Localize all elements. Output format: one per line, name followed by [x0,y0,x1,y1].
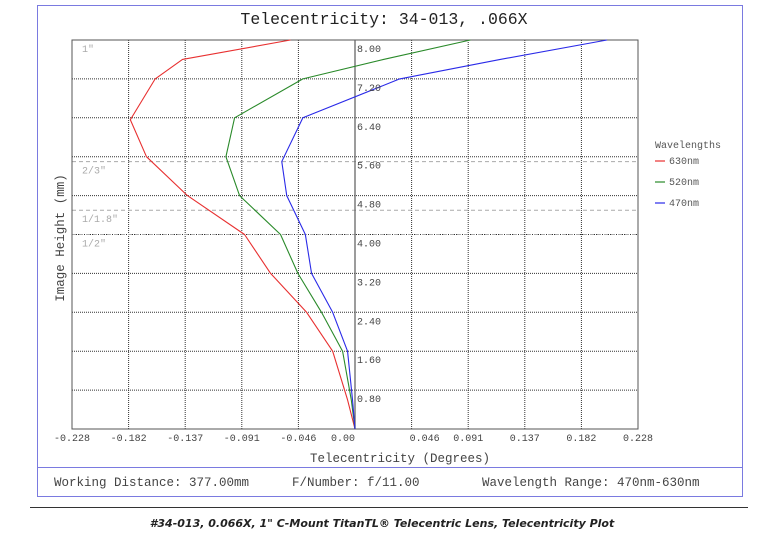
x-tick-label: 0.137 [510,434,540,445]
y-tick-label: 7.20 [357,84,381,95]
legend: Wavelengths 630nm 520nm 470nm [655,140,721,210]
caption-divider [30,507,748,508]
x-tick-label: -0.046 [280,434,316,445]
y-tick-label: 6.40 [357,123,381,134]
info-divider [37,467,743,468]
sensor-marker-label: 1" [82,44,94,56]
y-tick-label: 4.80 [357,201,381,212]
y-tick-label: 3.20 [357,278,381,289]
x-tick-label: 0.00 [331,434,355,445]
x-tick-label: -0.182 [111,434,147,445]
y-axis-label: Image Height (mm) [54,174,68,302]
x-tick-label: -0.228 [54,434,90,445]
telecentricity-chart: Telecentricity: 34-013, .066X 1" 2/3" 1/1.… [54,10,721,466]
y-tick-label: 1.60 [357,356,381,367]
sensor-marker-label: 1/1.8" [82,214,118,226]
legend-title: Wavelengths [655,140,721,152]
x-tick-label: 0.182 [566,434,596,445]
working-distance: Working Distance: 377.00mm [54,476,250,490]
curve-470nm [281,39,608,430]
f-number: F/Number: f/11.00 [292,476,420,490]
y-tick-label: 0.80 [357,395,381,406]
sensor-marker-label: 2/3" [82,166,106,178]
y-tick-label: 4.00 [357,240,381,251]
x-tick-label: 0.228 [623,434,653,445]
chart-title: Telecentricity: 34-013, .066X [240,10,527,29]
caption: #34-013, 0.066X, 1" C-Mount TitanTL® Tel… [149,517,615,530]
x-tick-label: 0.091 [453,434,483,445]
y-tick-label: 8.00 [357,45,381,56]
y-tick-label: 5.60 [357,162,381,173]
x-tick-label: 0.046 [410,434,440,445]
x-axis-label: Telecentricity (Degrees) [310,452,490,466]
legend-entry: 520nm [669,178,699,189]
x-tick-label: -0.091 [224,434,260,445]
legend-entry: 470nm [669,199,699,210]
y-tick-label: 2.40 [357,317,381,328]
wavelength-range: Wavelength Range: 470nm-630nm [482,476,700,490]
chart-frame [37,5,743,497]
curves [129,39,608,430]
sensor-marker-label: 1/2" [82,239,106,251]
legend-entry: 630nm [669,157,699,168]
x-tick-label: -0.137 [167,434,203,445]
curve-520nm [225,39,471,430]
tick-labels: -0.228 -0.182 -0.137 -0.091 -0.046 0.00 0.046 0… [54,45,653,445]
curve-630nm [129,39,356,430]
